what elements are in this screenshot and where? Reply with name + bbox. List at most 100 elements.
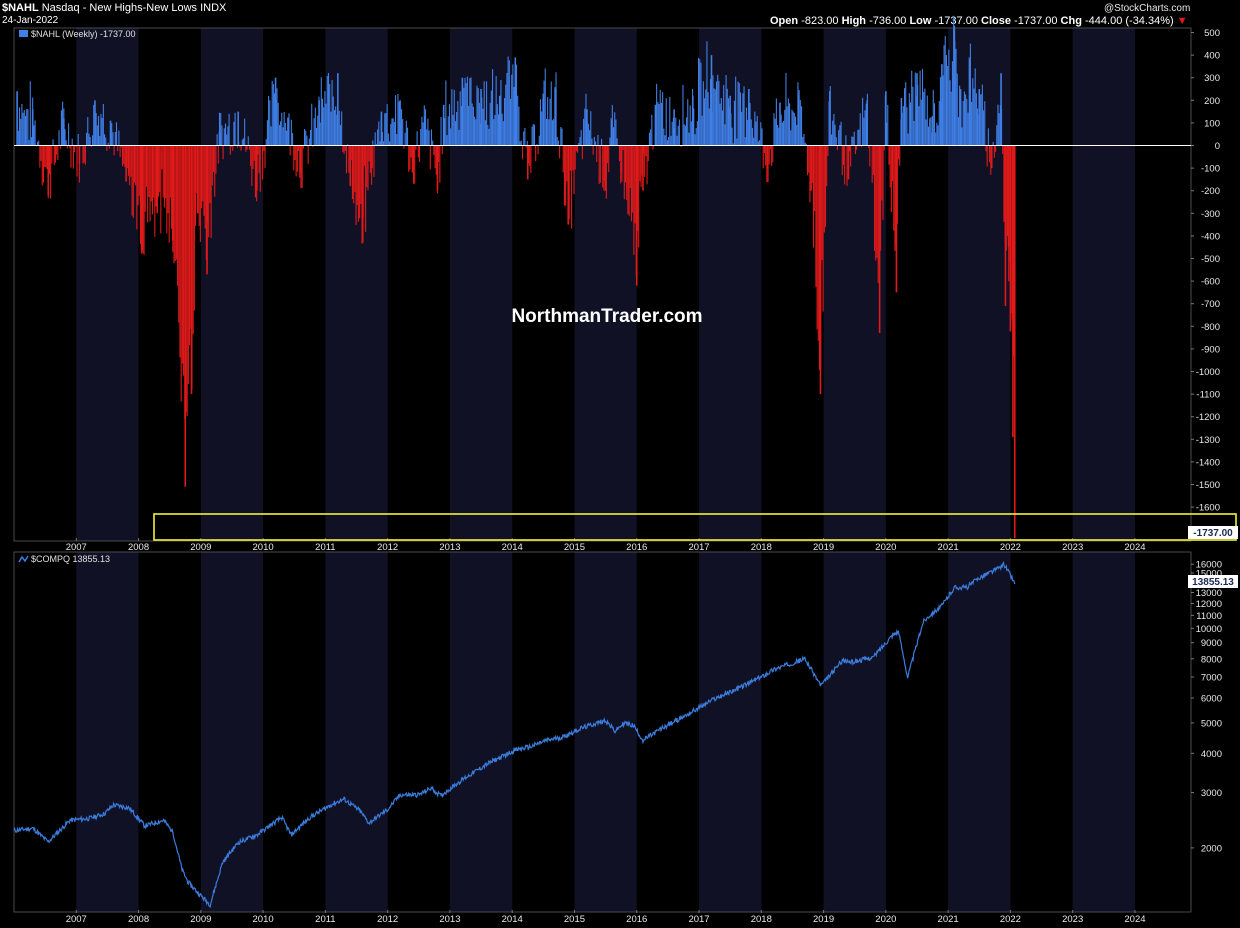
nahl-key-bar — [349, 145, 352, 187]
nahl-bar — [896, 145, 898, 224]
nahl-bar — [230, 145, 233, 148]
nahl-bar — [144, 145, 146, 212]
nahl-bar — [378, 121, 380, 146]
nahl-bar — [830, 134, 833, 146]
nahl-bar — [974, 68, 976, 146]
nahl-bar — [563, 145, 565, 206]
nahl-bar — [239, 145, 241, 148]
nahl-bar — [183, 145, 185, 376]
nahl-bar — [992, 141, 994, 146]
nahl-key-bar — [748, 89, 750, 146]
nahl-bar — [927, 126, 930, 146]
nahl-bar — [747, 119, 749, 146]
nahl-key-bar — [611, 120, 613, 146]
nahl-bar — [817, 145, 819, 341]
nahl-bar — [731, 127, 733, 146]
nahl-bar — [131, 145, 133, 216]
high-value: -736.00 — [869, 15, 907, 27]
nahl-bar — [615, 119, 617, 146]
nahl-key-bar — [380, 111, 383, 146]
top-panel-frame — [13, 27, 1192, 542]
x-tick-label: 2024 — [1124, 914, 1145, 925]
y-tick-label: -900 — [1201, 344, 1220, 355]
y-tick-label: 16000 — [1196, 560, 1222, 571]
y-tick-label: 100 — [1204, 118, 1220, 129]
nahl-key-bar — [78, 145, 81, 164]
x-tick-label: 2020 — [875, 914, 896, 925]
nahl-bar — [257, 145, 259, 155]
nahl-bar — [677, 125, 679, 146]
nahl-bar — [99, 136, 101, 146]
nahl-bar — [806, 145, 809, 176]
nahl-bar — [632, 145, 634, 213]
year-band — [76, 28, 139, 541]
y-tick-label: 300 — [1204, 73, 1220, 84]
nahl-bar — [897, 145, 900, 160]
nahl-bar — [409, 145, 411, 170]
nahl-bar — [74, 145, 76, 153]
nahl-bar — [450, 128, 452, 146]
nahl-bar — [130, 145, 132, 177]
nahl-bar — [277, 102, 279, 146]
high-label: High — [841, 15, 867, 27]
nahl-bar — [354, 145, 356, 192]
nahl-bar — [998, 113, 1000, 146]
nahl-bar — [933, 103, 936, 146]
nahl-bar — [224, 123, 227, 146]
nahl-bar — [518, 106, 520, 146]
nahl-bar — [338, 110, 340, 146]
nahl-bar — [220, 112, 222, 146]
nahl-key-bar — [878, 145, 881, 334]
nahl-bar — [165, 145, 167, 199]
nahl-key-bar — [461, 77, 464, 146]
nahl-key-bar — [642, 145, 644, 191]
nahl-bar — [75, 145, 77, 147]
nahl-bar — [196, 145, 198, 194]
x-tick-label: 2017 — [688, 914, 709, 925]
nahl-bar — [872, 145, 874, 175]
down-arrow-icon: ▼ — [1176, 15, 1188, 27]
top-legend: $NAHL (Weekly) -1737.00 — [19, 29, 136, 39]
nahl-bar — [630, 145, 633, 222]
nahl-bar — [297, 145, 300, 151]
x-tick-label: 2010 — [253, 914, 274, 925]
x-tick-label: 2023 — [1062, 542, 1083, 553]
nahl-bar — [634, 145, 636, 224]
nahl-bar — [821, 145, 823, 260]
nahl-bar — [559, 145, 561, 159]
nahl-bar — [276, 88, 278, 146]
nahl-bar — [321, 98, 324, 146]
nahl-bar — [720, 98, 722, 146]
nahl-bar — [305, 130, 307, 146]
x-tick-label: 2011 — [315, 542, 335, 553]
nahl-bar — [421, 116, 423, 146]
nahl-bar — [471, 103, 473, 146]
nahl-bar — [162, 145, 164, 198]
nahl-key-bar — [978, 89, 981, 146]
nahl-key-bar — [900, 98, 903, 146]
nahl-bar — [629, 145, 631, 189]
nahl-bar — [217, 145, 219, 164]
nahl-bar — [179, 145, 181, 358]
nahl-bar — [269, 100, 271, 146]
nahl-bar — [571, 145, 573, 229]
watermark: NorthmanTrader.com — [511, 306, 702, 327]
nahl-key-bar — [498, 95, 501, 146]
nahl-bar — [957, 117, 959, 146]
line-legend-icon — [18, 555, 29, 563]
nahl-bar — [350, 145, 352, 160]
nahl-key-bar — [514, 57, 517, 146]
nahl-bar — [142, 145, 144, 254]
nahl-bar — [930, 117, 932, 146]
nahl-bar — [791, 109, 793, 146]
x-tick-label: 2012 — [377, 914, 398, 925]
nahl-bar — [262, 145, 264, 180]
y-tick-label: 4000 — [1201, 749, 1222, 760]
nahl-bar — [89, 136, 91, 146]
close-label: Close — [981, 15, 1011, 27]
x-tick-label: 2022 — [1000, 914, 1021, 925]
nahl-bar — [511, 74, 513, 146]
nahl-bar — [708, 108, 710, 146]
nahl-bar — [627, 145, 629, 214]
nahl-bar — [266, 120, 268, 146]
